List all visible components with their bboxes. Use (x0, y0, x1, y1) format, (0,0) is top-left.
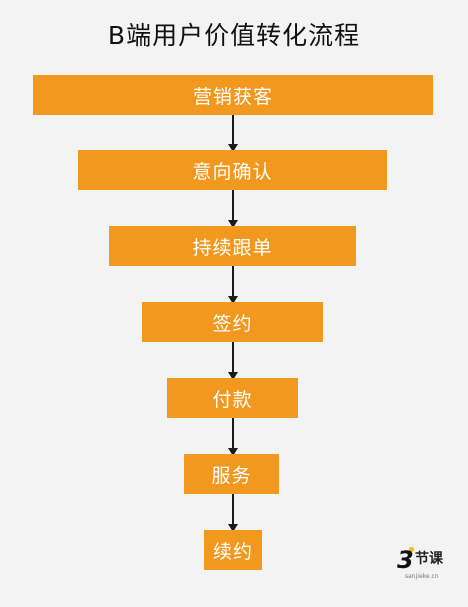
stage-label: 续约 (212, 540, 253, 563)
stage-box-6: 服务 (184, 454, 279, 494)
stage-label: 服务 (211, 464, 252, 487)
flow-arrow-4 (228, 342, 238, 380)
flow-arrow-3 (228, 266, 238, 304)
stage-box-7: 续约 (204, 530, 262, 570)
stage-label: 签约 (212, 312, 253, 335)
stage-box-5: 付款 (167, 378, 298, 418)
brand-logo: 3 节课 sanjieke.cn (397, 547, 457, 587)
stage-label: 付款 (212, 388, 253, 411)
flow-arrow-1 (228, 115, 238, 152)
flow-arrow-2 (228, 190, 238, 228)
logo-dot-icon (409, 547, 414, 552)
logo-subtext: sanjieke.cn (405, 573, 439, 580)
logo-text: 节课 (415, 551, 443, 567)
logo-mark: 3 (397, 546, 414, 574)
stage-label: 意向确认 (192, 160, 273, 183)
stage-box-1: 营销获客 (33, 75, 433, 115)
stage-box-2: 意向确认 (78, 150, 387, 190)
stage-box-4: 签约 (142, 302, 323, 342)
flow-arrow-6 (228, 494, 238, 532)
flow-arrow-5 (228, 418, 238, 456)
stage-label: 持续跟单 (192, 236, 273, 259)
diagram-title: B端用户价值转化流程 (107, 21, 361, 50)
stage-label: 营销获客 (192, 85, 273, 108)
stage-box-3: 持续跟单 (109, 226, 356, 266)
